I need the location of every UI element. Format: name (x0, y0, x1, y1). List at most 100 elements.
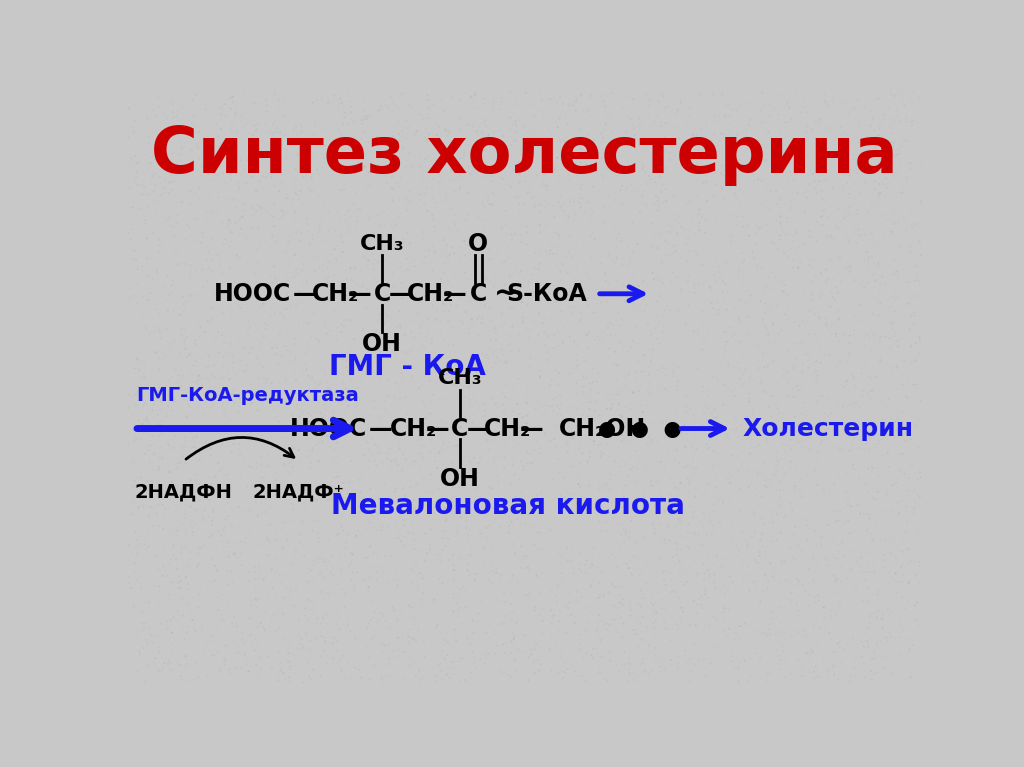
Point (879, 165, 895, 177)
Point (321, 255, 337, 268)
Point (728, 137, 744, 150)
Point (715, 276, 731, 288)
Point (132, 433, 148, 446)
Point (439, 123, 456, 136)
Point (826, 668, 843, 680)
Point (353, 132, 370, 144)
Point (742, 476, 759, 489)
Point (601, 190, 617, 202)
Point (128, 456, 144, 469)
Point (442, 202, 459, 215)
Point (193, 495, 209, 507)
Point (459, 536, 475, 548)
Point (248, 110, 264, 122)
Point (432, 470, 449, 482)
Point (841, 676, 857, 688)
Point (773, 495, 790, 507)
Point (180, 290, 197, 302)
Point (444, 660, 461, 673)
Point (888, 425, 904, 437)
Point (341, 225, 357, 238)
Point (653, 227, 670, 239)
Point (622, 657, 638, 670)
Point (710, 374, 726, 386)
Point (487, 647, 504, 660)
Point (347, 661, 364, 673)
Point (720, 123, 736, 136)
Point (800, 515, 816, 528)
Point (685, 212, 701, 224)
Point (245, 222, 261, 235)
Point (757, 479, 773, 492)
Point (398, 494, 415, 506)
Point (748, 624, 764, 636)
Point (170, 614, 186, 627)
Point (264, 127, 281, 140)
Point (331, 309, 347, 321)
Point (324, 353, 340, 365)
Point (386, 496, 402, 509)
Point (745, 466, 762, 478)
Point (275, 542, 292, 554)
Point (403, 266, 420, 278)
Point (244, 170, 260, 183)
Point (366, 626, 382, 638)
Point (216, 370, 232, 383)
Point (178, 657, 195, 670)
Point (379, 565, 395, 577)
Point (909, 420, 926, 433)
Point (558, 131, 574, 143)
Point (364, 447, 380, 459)
Point (426, 405, 442, 417)
Point (856, 254, 872, 266)
Point (585, 146, 601, 158)
Point (709, 551, 725, 564)
Point (458, 362, 474, 374)
Point (537, 340, 553, 352)
Point (211, 370, 227, 382)
Point (908, 378, 925, 390)
Point (689, 248, 706, 260)
Point (249, 461, 265, 473)
Point (309, 230, 326, 242)
Point (256, 317, 272, 329)
Point (428, 346, 444, 358)
Point (719, 429, 735, 441)
Point (142, 493, 159, 505)
Point (593, 567, 609, 579)
Point (311, 377, 328, 390)
Point (718, 257, 734, 269)
Point (609, 275, 626, 288)
Point (269, 482, 286, 495)
Point (726, 390, 742, 402)
Point (754, 376, 770, 388)
Point (349, 398, 366, 410)
Point (607, 614, 624, 626)
Point (168, 634, 184, 647)
Point (267, 308, 284, 320)
Point (435, 509, 452, 521)
Point (510, 644, 526, 656)
Point (161, 672, 177, 684)
Point (433, 441, 450, 453)
Point (622, 349, 638, 361)
Point (568, 403, 585, 415)
Point (578, 393, 594, 405)
Point (361, 166, 378, 178)
Point (225, 97, 242, 109)
Point (629, 492, 645, 504)
Point (813, 210, 829, 222)
Point (177, 343, 194, 355)
Point (478, 532, 495, 544)
Point (805, 276, 821, 288)
Point (782, 433, 799, 446)
Point (157, 281, 173, 293)
Point (860, 206, 877, 219)
Point (407, 129, 423, 141)
Point (820, 410, 837, 422)
Point (582, 110, 598, 122)
Point (173, 329, 189, 341)
Point (696, 276, 713, 288)
Point (867, 442, 884, 454)
Point (753, 117, 769, 129)
